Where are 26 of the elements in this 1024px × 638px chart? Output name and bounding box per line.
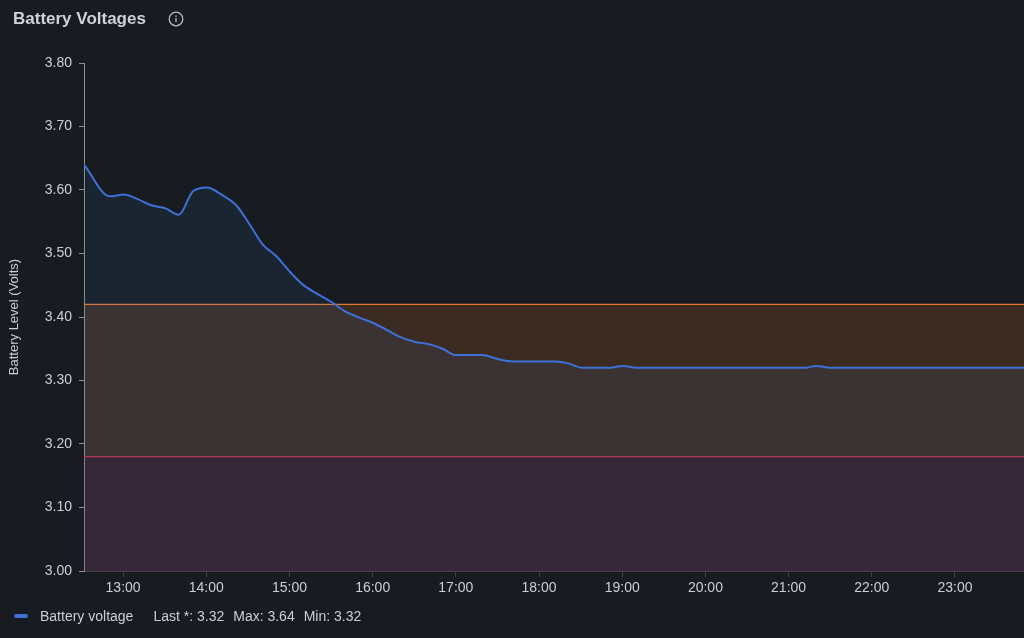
x-tick-label: 20:00: [687, 579, 724, 596]
y-tick-label: 3.70: [44, 117, 73, 134]
x-tick-label: 14:00: [188, 579, 225, 596]
x-tick-label: 16:00: [355, 579, 391, 596]
x-tick-label: 13:00: [105, 579, 141, 596]
legend-label: Battery voltage: [40, 608, 134, 624]
y-tick-label: 3.20: [44, 434, 73, 451]
text: Max: 3.64: [233, 608, 295, 624]
y-tick-label: 3.60: [44, 180, 73, 197]
y-tick-label: 3.00: [44, 561, 73, 578]
x-tick-label: 23:00: [937, 579, 973, 596]
x-tick-label: 17:00: [438, 579, 474, 596]
x-tick-label: 18:00: [521, 579, 557, 596]
y-tick-label: 3.80: [44, 53, 73, 70]
y-tick-label: 3.40: [44, 307, 73, 324]
y-axis-title: Battery Level (Volts): [6, 258, 22, 376]
y-tick-label: 3.30: [44, 371, 73, 388]
x-tick-label: 19:00: [604, 579, 640, 596]
x-tick-label: 15:00: [271, 579, 308, 596]
text: Last *: 3.32: [153, 608, 225, 624]
chart-title: Battery Voltages: [13, 9, 146, 29]
x-tick-label: 22:00: [854, 579, 890, 596]
x-tick-label: 21:00: [771, 579, 807, 596]
y-tick-label: 3.50: [44, 244, 73, 261]
y-tick-label: 3.10: [44, 498, 73, 515]
text: Min: 3.32: [303, 608, 362, 624]
